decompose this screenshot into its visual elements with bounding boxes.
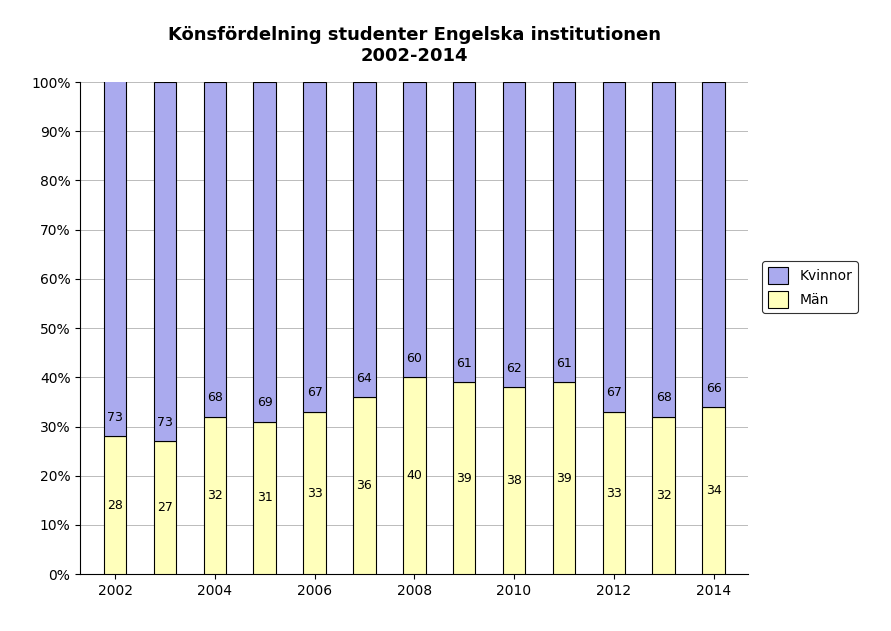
Bar (104, 437, 127, 574)
Bar (702, 82, 724, 407)
Bar (154, 82, 176, 441)
Bar (403, 82, 426, 377)
Bar (303, 412, 326, 574)
Bar (702, 407, 724, 574)
Text: 32: 32 (207, 489, 223, 502)
Text: 39: 39 (456, 472, 472, 485)
Bar (154, 441, 176, 574)
Bar (602, 412, 625, 574)
Bar (303, 82, 326, 412)
Text: 61: 61 (456, 357, 472, 370)
Bar (503, 82, 526, 387)
Text: 62: 62 (506, 362, 522, 375)
Bar (453, 382, 476, 574)
Text: 33: 33 (307, 487, 323, 500)
Bar (353, 397, 376, 574)
Text: 73: 73 (157, 416, 173, 429)
Bar (104, 77, 127, 437)
Text: 67: 67 (307, 386, 323, 399)
Text: 33: 33 (606, 487, 622, 500)
Bar (652, 416, 674, 574)
Bar (503, 387, 526, 574)
Bar (552, 382, 576, 574)
Bar (253, 82, 276, 422)
Text: 36: 36 (356, 479, 372, 492)
Bar (204, 82, 226, 416)
Text: 28: 28 (107, 498, 123, 512)
Text: 68: 68 (656, 391, 672, 404)
Bar (453, 82, 476, 382)
Text: 40: 40 (406, 469, 422, 482)
Text: 39: 39 (556, 472, 572, 485)
Text: 32: 32 (656, 489, 672, 502)
Text: 38: 38 (506, 474, 522, 487)
Text: 68: 68 (207, 391, 223, 404)
Legend: Kvinnor, Män: Kvinnor, Män (762, 261, 858, 313)
Bar (353, 82, 376, 397)
Title: Könsfördelning studenter Engelska institutionen
2002-2014: Könsfördelning studenter Engelska instit… (168, 27, 661, 65)
Bar (253, 422, 276, 574)
Text: 67: 67 (606, 386, 622, 399)
Text: 73: 73 (107, 411, 123, 424)
Text: 31: 31 (257, 492, 273, 504)
Bar (204, 416, 226, 574)
Text: 69: 69 (257, 396, 273, 410)
Text: 66: 66 (706, 382, 722, 394)
Bar (403, 377, 426, 574)
Bar (552, 82, 576, 382)
Text: 60: 60 (406, 352, 422, 365)
Text: 27: 27 (157, 501, 173, 514)
Text: 61: 61 (556, 357, 572, 370)
Bar (652, 82, 674, 416)
Text: 64: 64 (356, 372, 372, 385)
Text: 34: 34 (706, 484, 722, 497)
Bar (602, 82, 625, 412)
